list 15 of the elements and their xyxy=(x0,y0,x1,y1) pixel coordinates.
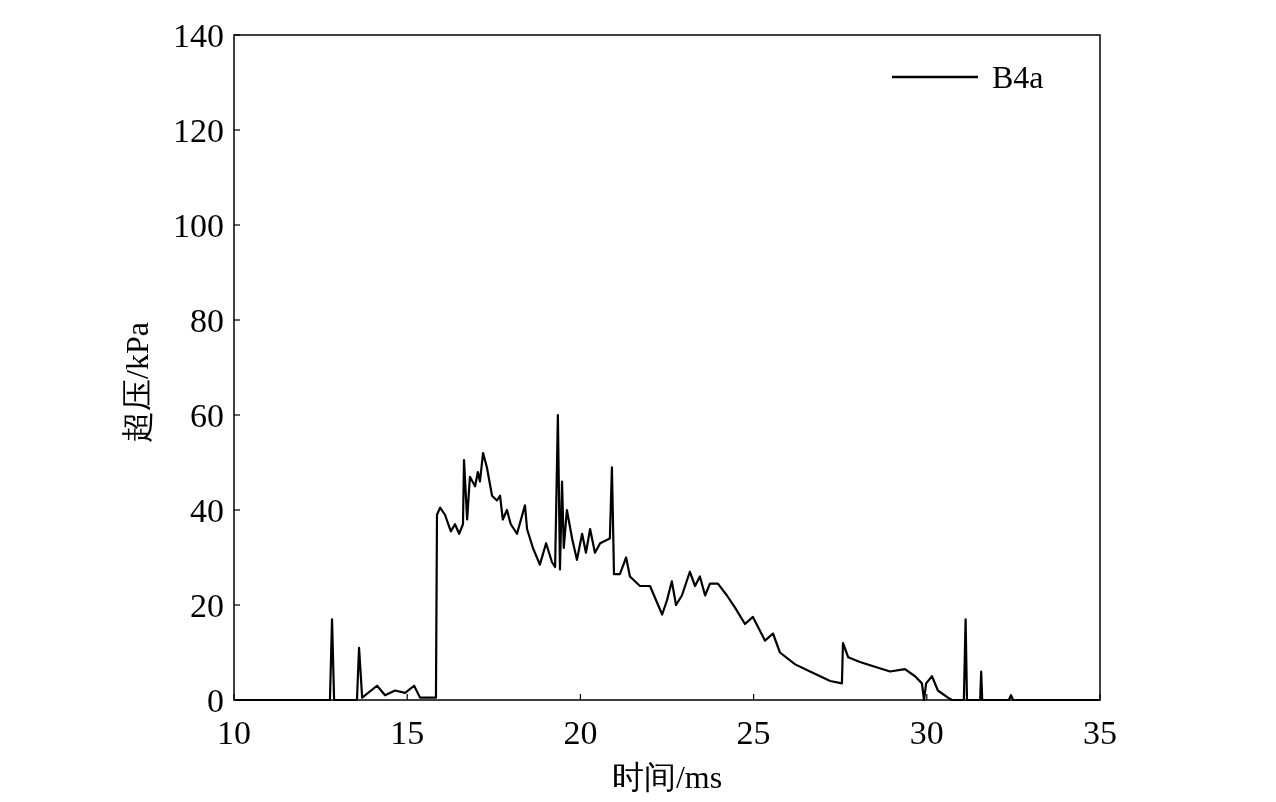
y-tick-label: 140 xyxy=(173,17,224,54)
y-tick-label: 120 xyxy=(173,112,224,149)
x-tick-label: 15 xyxy=(390,714,425,751)
y-tick-label: 40 xyxy=(190,492,224,529)
x-tick-label: 30 xyxy=(909,714,944,751)
y-tick-label: 20 xyxy=(190,587,224,624)
y-tick-label: 60 xyxy=(190,397,224,434)
x-axis-title: 时间/ms xyxy=(611,759,723,795)
y-tick-label: 100 xyxy=(173,207,224,244)
x-tick-label: 20 xyxy=(563,714,598,751)
x-tick-label: 35 xyxy=(1083,714,1117,751)
x-tick-label: 25 xyxy=(736,714,771,751)
y-axis-title: 超压/kPa xyxy=(119,322,155,443)
y-tick-label: 80 xyxy=(190,302,224,339)
legend-label: B4a xyxy=(992,59,1044,95)
